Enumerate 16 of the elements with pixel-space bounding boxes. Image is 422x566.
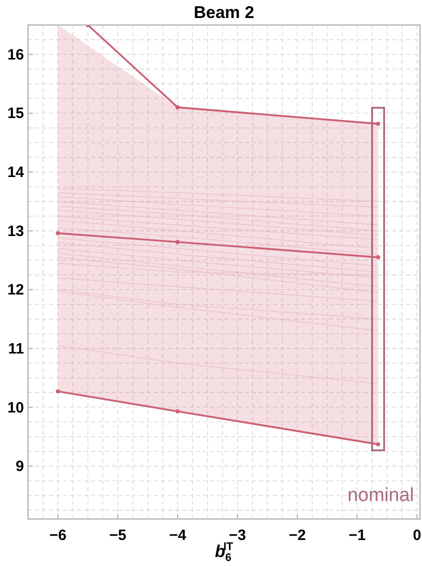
y-tick-label: 14: [7, 164, 25, 182]
y-tick-label: 12: [7, 282, 24, 299]
x-tick-label: 0: [412, 527, 422, 544]
x-tick-label: −6: [49, 527, 66, 544]
y-tick-label: 10: [7, 399, 24, 416]
y-tick-label: 13: [7, 222, 24, 240]
y-tick-label: 9: [16, 458, 24, 476]
x-tick-label: −5: [109, 527, 126, 544]
annotation: nominal: [347, 485, 414, 506]
y-tick-label: 11: [8, 340, 24, 358]
x-tick-label: −1: [348, 527, 366, 544]
y-tick-label: 16: [7, 46, 24, 64]
x-tick-label: −2: [288, 527, 306, 544]
y-tick-label: 15: [7, 105, 24, 122]
chart-title: Beam 2: [194, 3, 254, 22]
x-tick-label: −4: [169, 527, 187, 544]
